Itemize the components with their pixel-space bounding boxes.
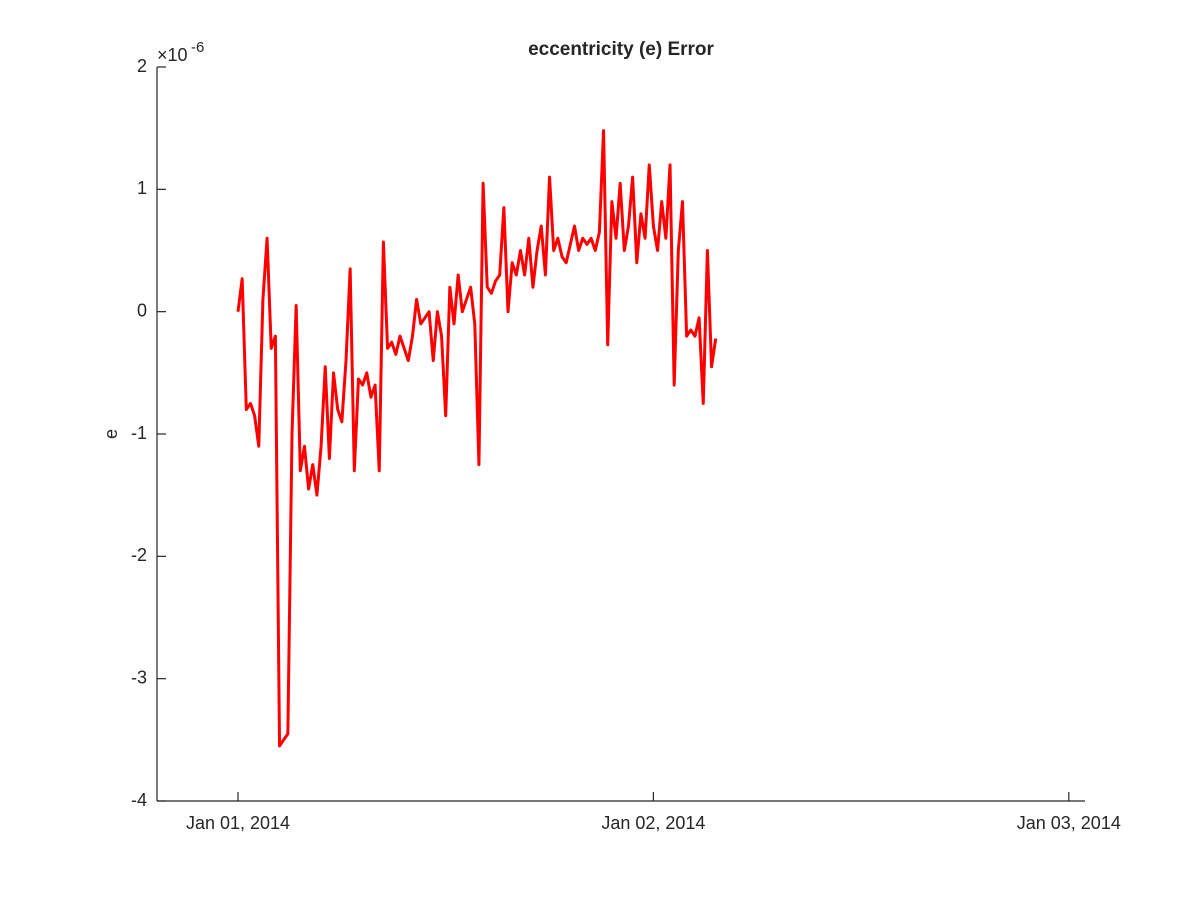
y-tick-label: 1 xyxy=(137,178,147,198)
data-line xyxy=(236,129,718,748)
y-axis-label: e xyxy=(101,429,121,439)
chart-title: eccentricity (e) Error xyxy=(528,39,714,60)
x-tick-label: Jan 03, 2014 xyxy=(1017,813,1121,833)
y-multiplier-exponent: -6 xyxy=(191,39,204,56)
y-tick-label: -4 xyxy=(131,790,147,810)
y-tick-label: -3 xyxy=(131,667,147,687)
y-tick-label: -1 xyxy=(131,423,147,443)
y-tick-label: -2 xyxy=(131,545,147,565)
y-multiplier-base: ×10 xyxy=(157,45,188,65)
y-tick-label: 2 xyxy=(137,56,147,76)
x-tick-label: Jan 02, 2014 xyxy=(601,813,705,833)
x-tick-label: Jan 01, 2014 xyxy=(186,813,290,833)
y-tick-label: 0 xyxy=(137,300,147,320)
